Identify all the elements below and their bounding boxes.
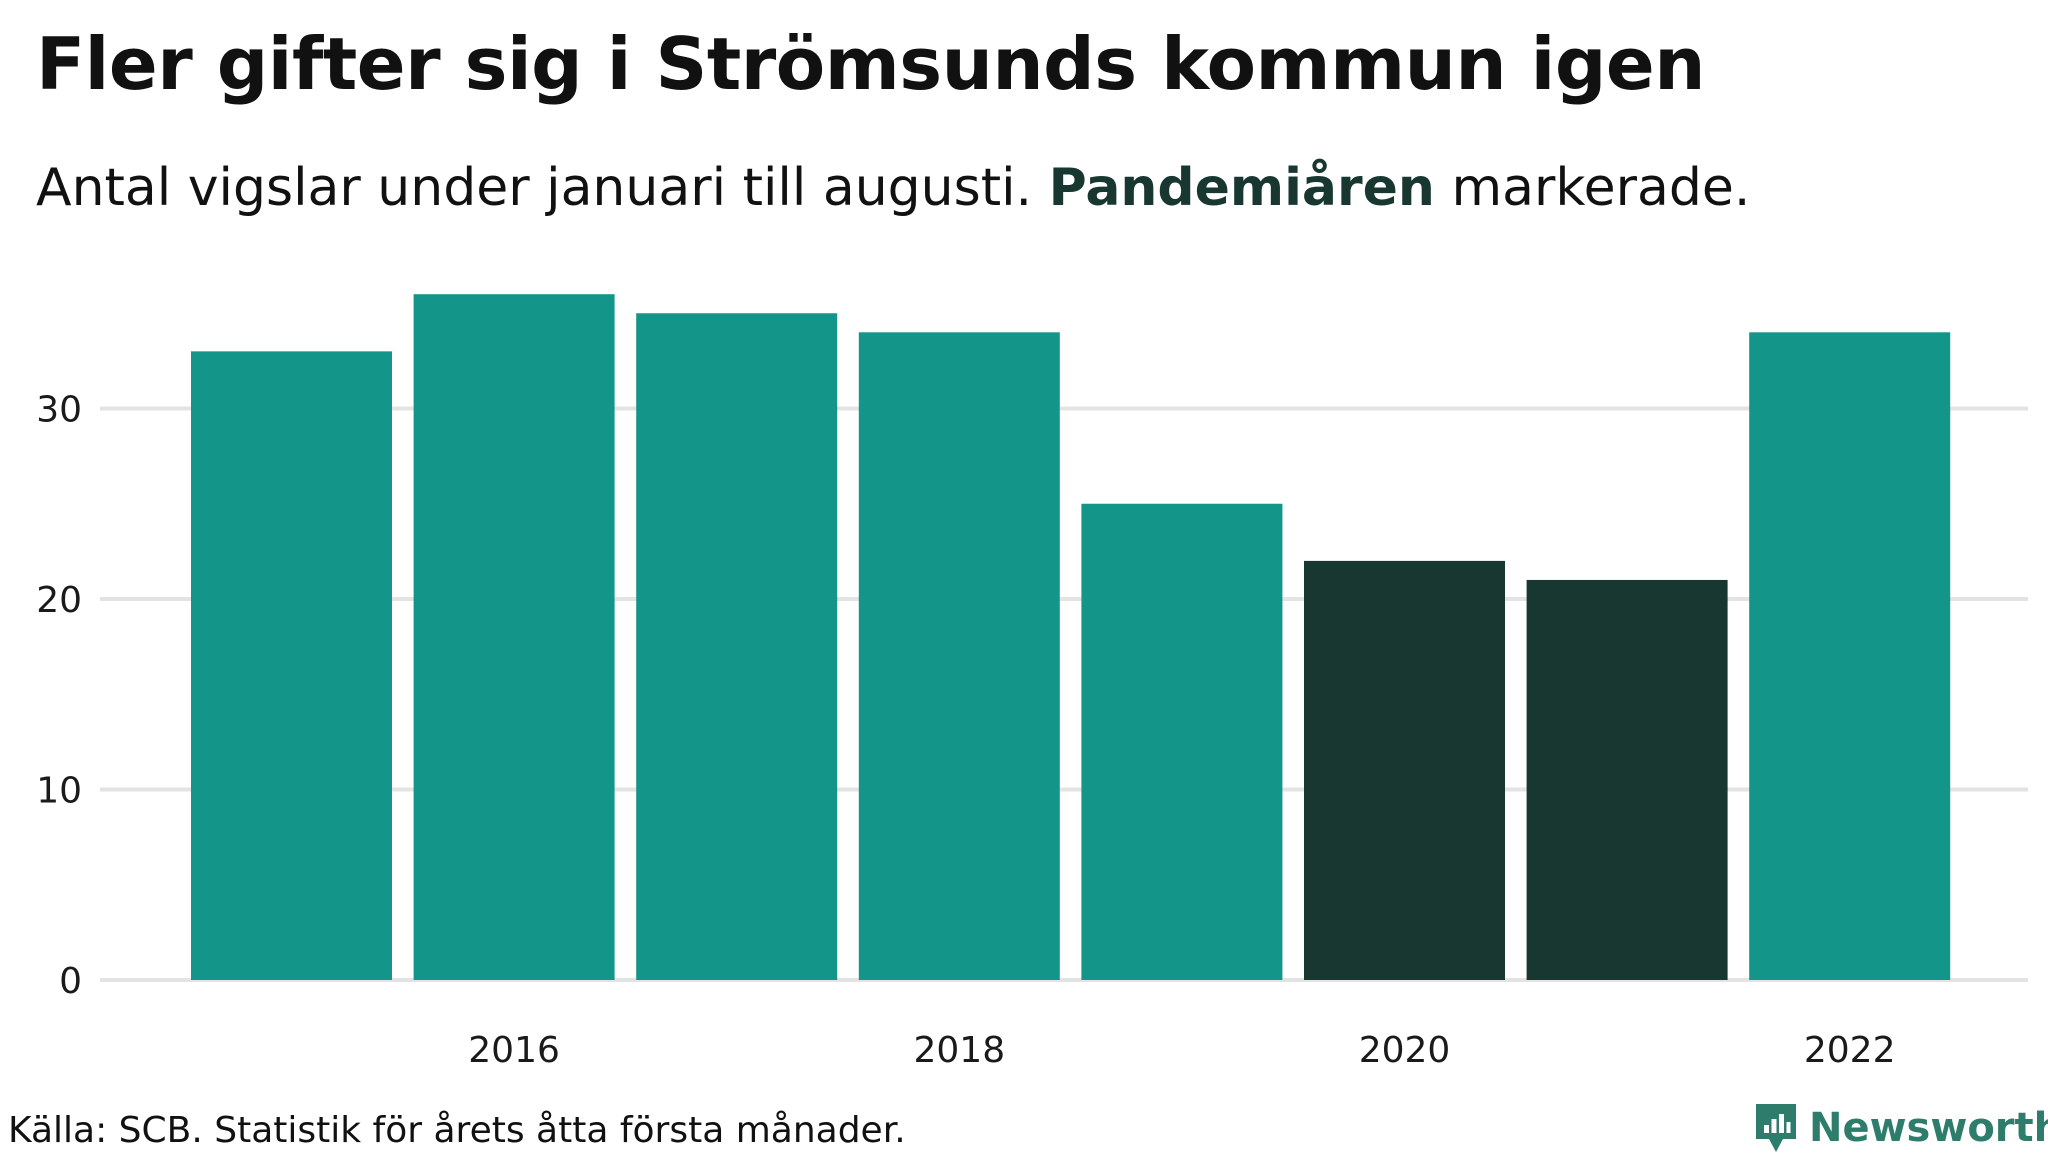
x-tick-label: 2016 [468, 1030, 560, 1071]
bar-2015 [191, 351, 392, 981]
chart-subtitle: Antal vigslar under januari till augusti… [36, 158, 1750, 218]
newsworthy-logo[interactable]: Newsworthy [1753, 1101, 2048, 1155]
y-axis-tick-labels: 0 10 20 30 [36, 390, 82, 1003]
subtitle-highlight: Pandemiåren [1048, 158, 1435, 218]
bar-2020 [1304, 560, 1505, 980]
subtitle-text: Antal vigslar under januari till augusti… [36, 158, 1049, 218]
subtitle-text-end: markerade. [1434, 158, 1751, 218]
bar-2022 [1749, 332, 1951, 980]
bar-2019 [1081, 503, 1283, 980]
newsworthy-logo-icon [1756, 1104, 1796, 1152]
bar-2017 [636, 313, 838, 980]
bar-2018 [858, 332, 1060, 980]
x-axis-tick-labels: 2016 2018 2020 2022 [468, 1030, 1895, 1071]
brand-name: Newsworthy [1809, 1105, 2048, 1151]
bars [191, 294, 1951, 981]
bar-2021 [1526, 579, 1728, 980]
y-tick-label: 10 [36, 771, 82, 812]
x-tick-label: 2020 [1359, 1030, 1451, 1071]
x-tick-label: 2022 [1804, 1030, 1896, 1071]
x-tick-label: 2018 [913, 1030, 1005, 1071]
chart-title: Fler gifter sig i Strömsunds kommun igen [36, 22, 1705, 106]
y-tick-label: 20 [36, 580, 82, 621]
source-note: Källa: SCB. Statistik för årets åtta för… [8, 1110, 906, 1151]
y-tick-label: 30 [36, 390, 82, 431]
y-tick-label: 0 [59, 961, 82, 1002]
bar-2016 [413, 294, 615, 980]
